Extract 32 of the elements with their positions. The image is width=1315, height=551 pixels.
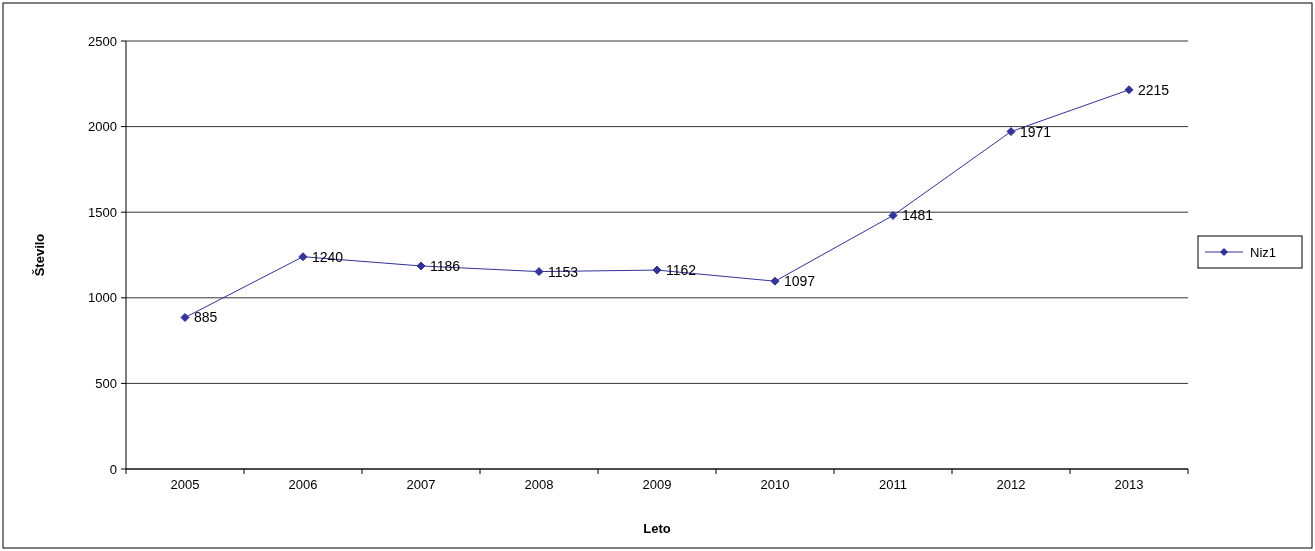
point — [298, 252, 308, 262]
point — [1124, 85, 1134, 95]
x-tick-label: 2011 — [879, 477, 907, 492]
data-label: 885 — [194, 309, 218, 326]
x-tick-label: 2007 — [406, 477, 436, 492]
x-tick-label: 2008 — [524, 477, 554, 492]
x-tick-label: 2010 — [760, 477, 790, 492]
y-axis-title: Število — [32, 233, 47, 277]
x-tick-label: 2012 — [996, 477, 1026, 492]
data-label: 1481 — [902, 207, 934, 224]
data-label: 1971 — [1020, 123, 1052, 140]
data-label: 2215 — [1138, 81, 1170, 98]
y-tick-label: 500 — [95, 375, 117, 391]
y-tick-label: 0 — [109, 461, 117, 477]
x-tick-label: 2005 — [170, 477, 200, 492]
x-tick-label: 2009 — [642, 477, 672, 492]
data-label: 1097 — [784, 273, 816, 290]
point — [180, 312, 190, 322]
legend-label: Niz1 — [1250, 244, 1277, 260]
y-tick-label: 1000 — [88, 290, 117, 306]
y-tick-label: 1500 — [88, 204, 117, 220]
point — [534, 267, 544, 277]
x-axis-title: Leto — [643, 521, 671, 536]
point — [888, 210, 898, 220]
y-tick-label: 2500 — [88, 33, 117, 49]
y-tick-label: 2000 — [88, 119, 117, 135]
point — [416, 261, 426, 271]
x-tick-label: 2006 — [288, 477, 318, 492]
point — [1006, 127, 1016, 137]
x-tick-label: 2013 — [1114, 477, 1144, 492]
point — [770, 276, 780, 286]
point — [652, 265, 662, 275]
